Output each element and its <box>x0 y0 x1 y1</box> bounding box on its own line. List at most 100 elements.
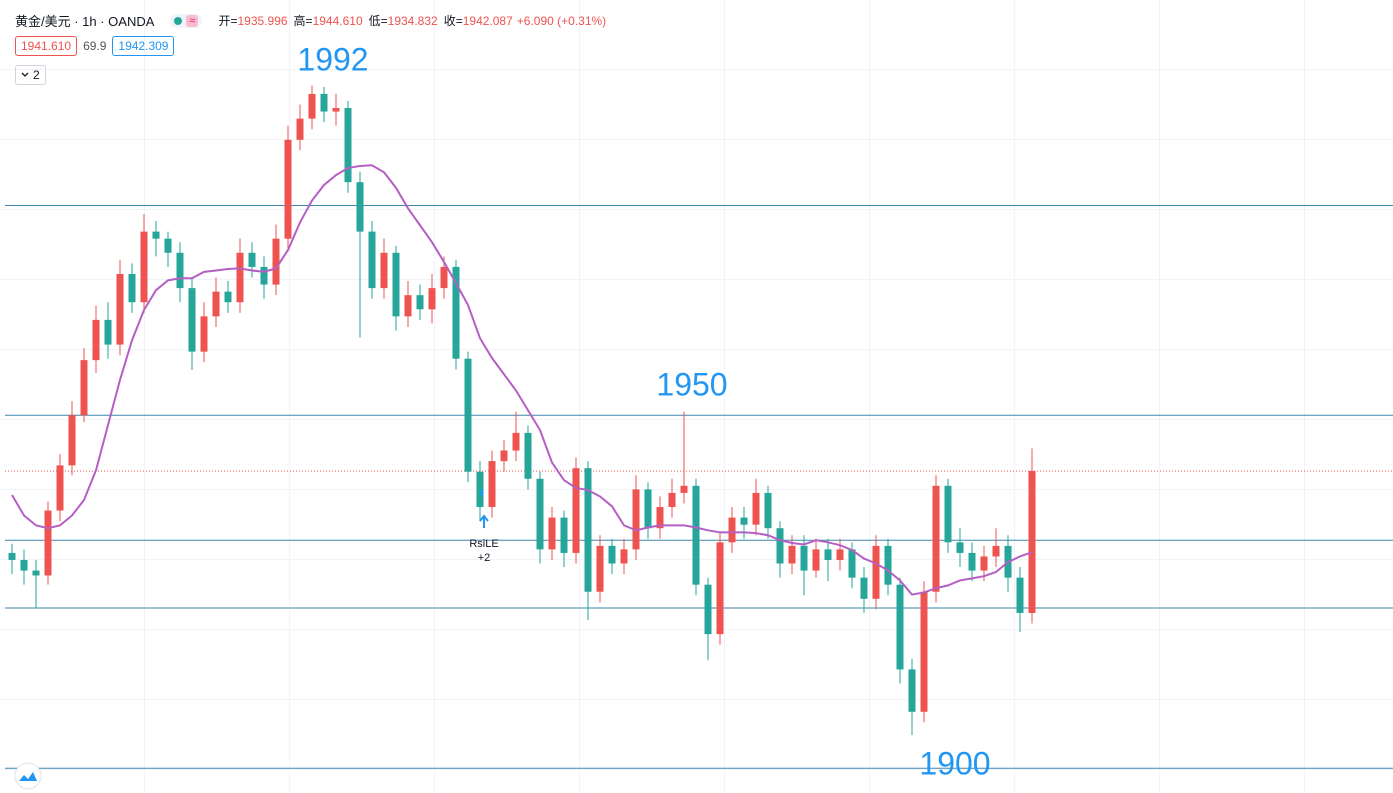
candle-body <box>788 545 796 564</box>
candle-body <box>8 552 16 560</box>
candle-body <box>500 450 508 462</box>
logo <box>14 762 42 790</box>
spread: 69.9 <box>83 39 107 53</box>
candle-body <box>740 517 748 525</box>
candle-body <box>224 291 232 303</box>
moving-average <box>11 164 1033 596</box>
candle-body <box>440 266 448 289</box>
candle-body <box>872 545 880 599</box>
candle-body <box>284 139 292 239</box>
symbol[interactable]: 黄金/美元 · 1h · OANDA <box>15 14 155 29</box>
level-annotation: 1950 <box>656 366 727 402</box>
level-annotation: 1900 <box>919 745 990 781</box>
indicator-count: 2 <box>33 68 40 82</box>
candle-body <box>704 584 712 635</box>
candle-body <box>332 108 340 112</box>
candle-body <box>392 252 400 317</box>
candle-body <box>776 528 784 564</box>
candle-body <box>716 542 724 635</box>
logo-mark <box>19 772 37 781</box>
signal-count: +2 <box>478 552 491 564</box>
ohlc-name: 高= <box>293 14 313 28</box>
ohlc-value: 1935.996 <box>237 14 288 28</box>
ohlc-value: 1934.832 <box>387 14 438 28</box>
candle-body <box>980 556 988 571</box>
candle-body <box>464 358 472 472</box>
candle-body <box>848 549 856 578</box>
chevron <box>21 72 29 77</box>
ohlc: 开=1935.996 高=1944.610 低=1934.832 收=1942.087 <box>218 12 512 29</box>
candle-body <box>320 93 328 112</box>
candle-body <box>92 319 100 361</box>
ohlc-name: 开= <box>218 14 238 28</box>
candle-body <box>1016 577 1024 613</box>
candle-body <box>404 295 412 317</box>
candle-body <box>536 478 544 550</box>
candle-body <box>260 266 268 285</box>
bid[interactable]: 1941.610 <box>15 36 78 56</box>
candle-body <box>836 549 844 560</box>
candle-body <box>68 415 76 466</box>
candle-body <box>368 231 376 289</box>
candle-body <box>176 252 184 289</box>
candle-body <box>896 584 904 670</box>
candle-body <box>644 489 652 529</box>
candle-body <box>152 231 160 239</box>
indicator-toggle[interactable]: 2 <box>15 65 46 85</box>
candle-body <box>488 461 496 508</box>
candle-body <box>728 517 736 543</box>
candle-body <box>212 291 220 317</box>
candle-body <box>668 492 676 508</box>
candle-body <box>140 231 148 303</box>
candle-body <box>764 492 772 529</box>
candle-body <box>428 288 436 310</box>
quote-row: 1941.610 69.9 1942.309 <box>15 36 175 56</box>
candle-body <box>200 316 208 352</box>
ohlc-value: 1944.610 <box>312 14 363 28</box>
candle-body <box>968 552 976 571</box>
candle-body <box>632 489 640 550</box>
candle-body <box>344 108 352 183</box>
candle-body <box>236 252 244 303</box>
candle-body <box>272 238 280 285</box>
signal-flag <box>480 489 484 497</box>
candle-body <box>128 273 136 303</box>
candle-body <box>356 182 364 232</box>
signal-label: RsiLE <box>469 538 498 550</box>
candle-body <box>248 252 256 267</box>
candle-body <box>1028 470 1036 613</box>
candle-body <box>992 545 1000 557</box>
candle-body <box>548 517 556 550</box>
ohlc-name: 低= <box>368 14 388 28</box>
candle-body <box>572 468 580 553</box>
candle-body <box>956 542 964 553</box>
candle-body <box>116 273 124 345</box>
header-row: 黄金/美元 · 1h · OANDA ≈ 开=1935.996 高=1944.61… <box>15 11 606 30</box>
candle-body <box>44 510 52 576</box>
indicator-row: 2 <box>15 65 46 85</box>
change: +6.090 (+0.31%) <box>516 13 607 28</box>
level-annotation: 1992 <box>297 41 368 77</box>
market-dot <box>174 16 183 25</box>
candle-body <box>800 545 808 571</box>
candle-body <box>596 545 604 592</box>
candle-body <box>824 549 832 560</box>
logo-circle <box>14 762 42 790</box>
candle-body <box>656 507 664 529</box>
candle-body <box>812 549 820 571</box>
delay-icon: ≈ <box>186 14 199 27</box>
candle-body <box>932 485 940 592</box>
candle-body <box>380 252 388 289</box>
candle-body <box>908 669 916 712</box>
candle-body <box>620 549 628 564</box>
candle-body <box>20 559 28 571</box>
candle-body <box>512 432 520 451</box>
ask[interactable]: 1942.309 <box>112 36 175 56</box>
candle-body <box>584 468 592 592</box>
candle-body <box>560 517 568 553</box>
ohlc-value: 1942.087 <box>462 14 513 28</box>
status-badge[interactable]: ≈ <box>170 13 203 28</box>
candle-body <box>164 238 172 253</box>
